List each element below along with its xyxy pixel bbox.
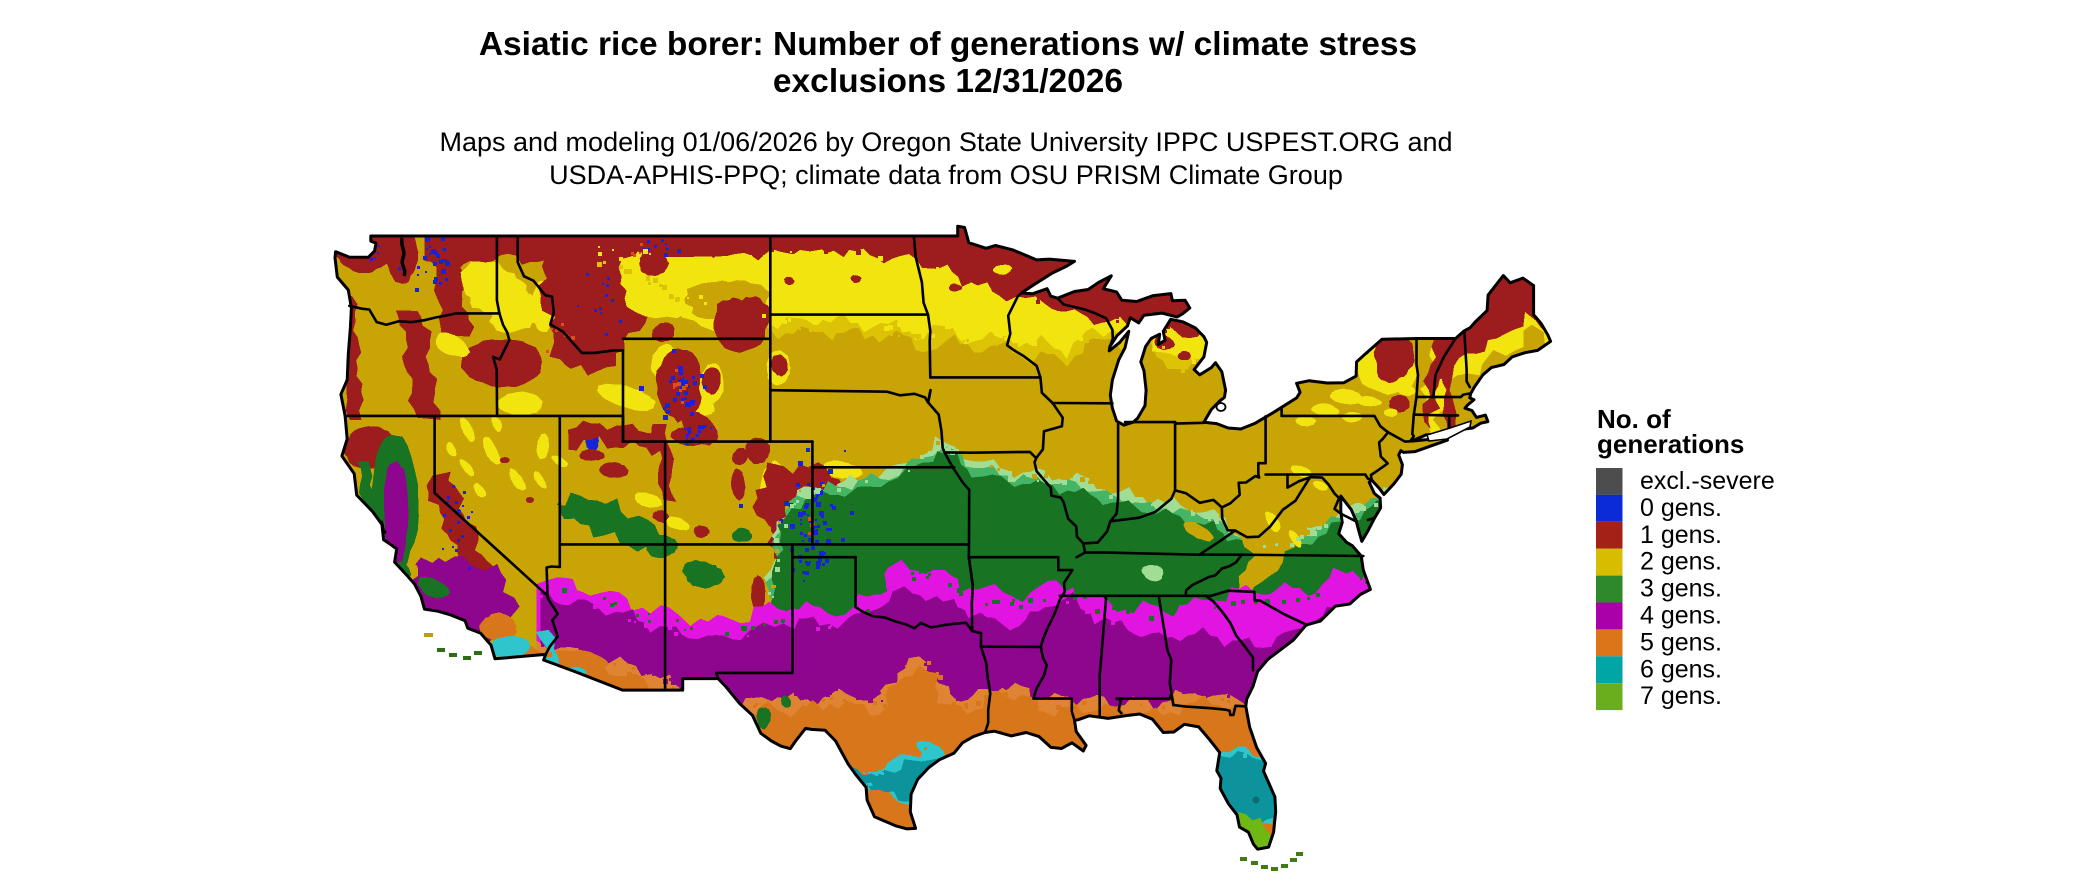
svg-text:exclusions 12/31/2026: exclusions 12/31/2026	[773, 63, 1123, 100]
svg-text:Maps and modeling 01/06/2026 b: Maps and modeling 01/06/2026 by Oregon S…	[439, 127, 1452, 157]
svg-text:USDA-APHIS-PPQ; climate data f: USDA-APHIS-PPQ; climate data from OSU PR…	[549, 160, 1343, 190]
svg-text:1 gens.: 1 gens.	[1640, 521, 1722, 549]
svg-text:Asiatic rice borer: Number of: Asiatic rice borer: Number of generation…	[479, 26, 1417, 63]
svg-text:4 gens.: 4 gens.	[1640, 602, 1722, 630]
svg-text:7 gens.: 7 gens.	[1640, 682, 1722, 710]
svg-text:2 gens.: 2 gens.	[1640, 548, 1722, 576]
svg-text:3 gens.: 3 gens.	[1640, 575, 1722, 603]
svg-text:5 gens.: 5 gens.	[1640, 628, 1722, 656]
svg-text:excl.-severe: excl.-severe	[1640, 467, 1775, 495]
svg-text:6 gens.: 6 gens.	[1640, 655, 1722, 683]
svg-text:No. of: No. of	[1597, 404, 1671, 434]
svg-text:generations: generations	[1597, 429, 1744, 459]
svg-text:0 gens.: 0 gens.	[1640, 494, 1722, 522]
